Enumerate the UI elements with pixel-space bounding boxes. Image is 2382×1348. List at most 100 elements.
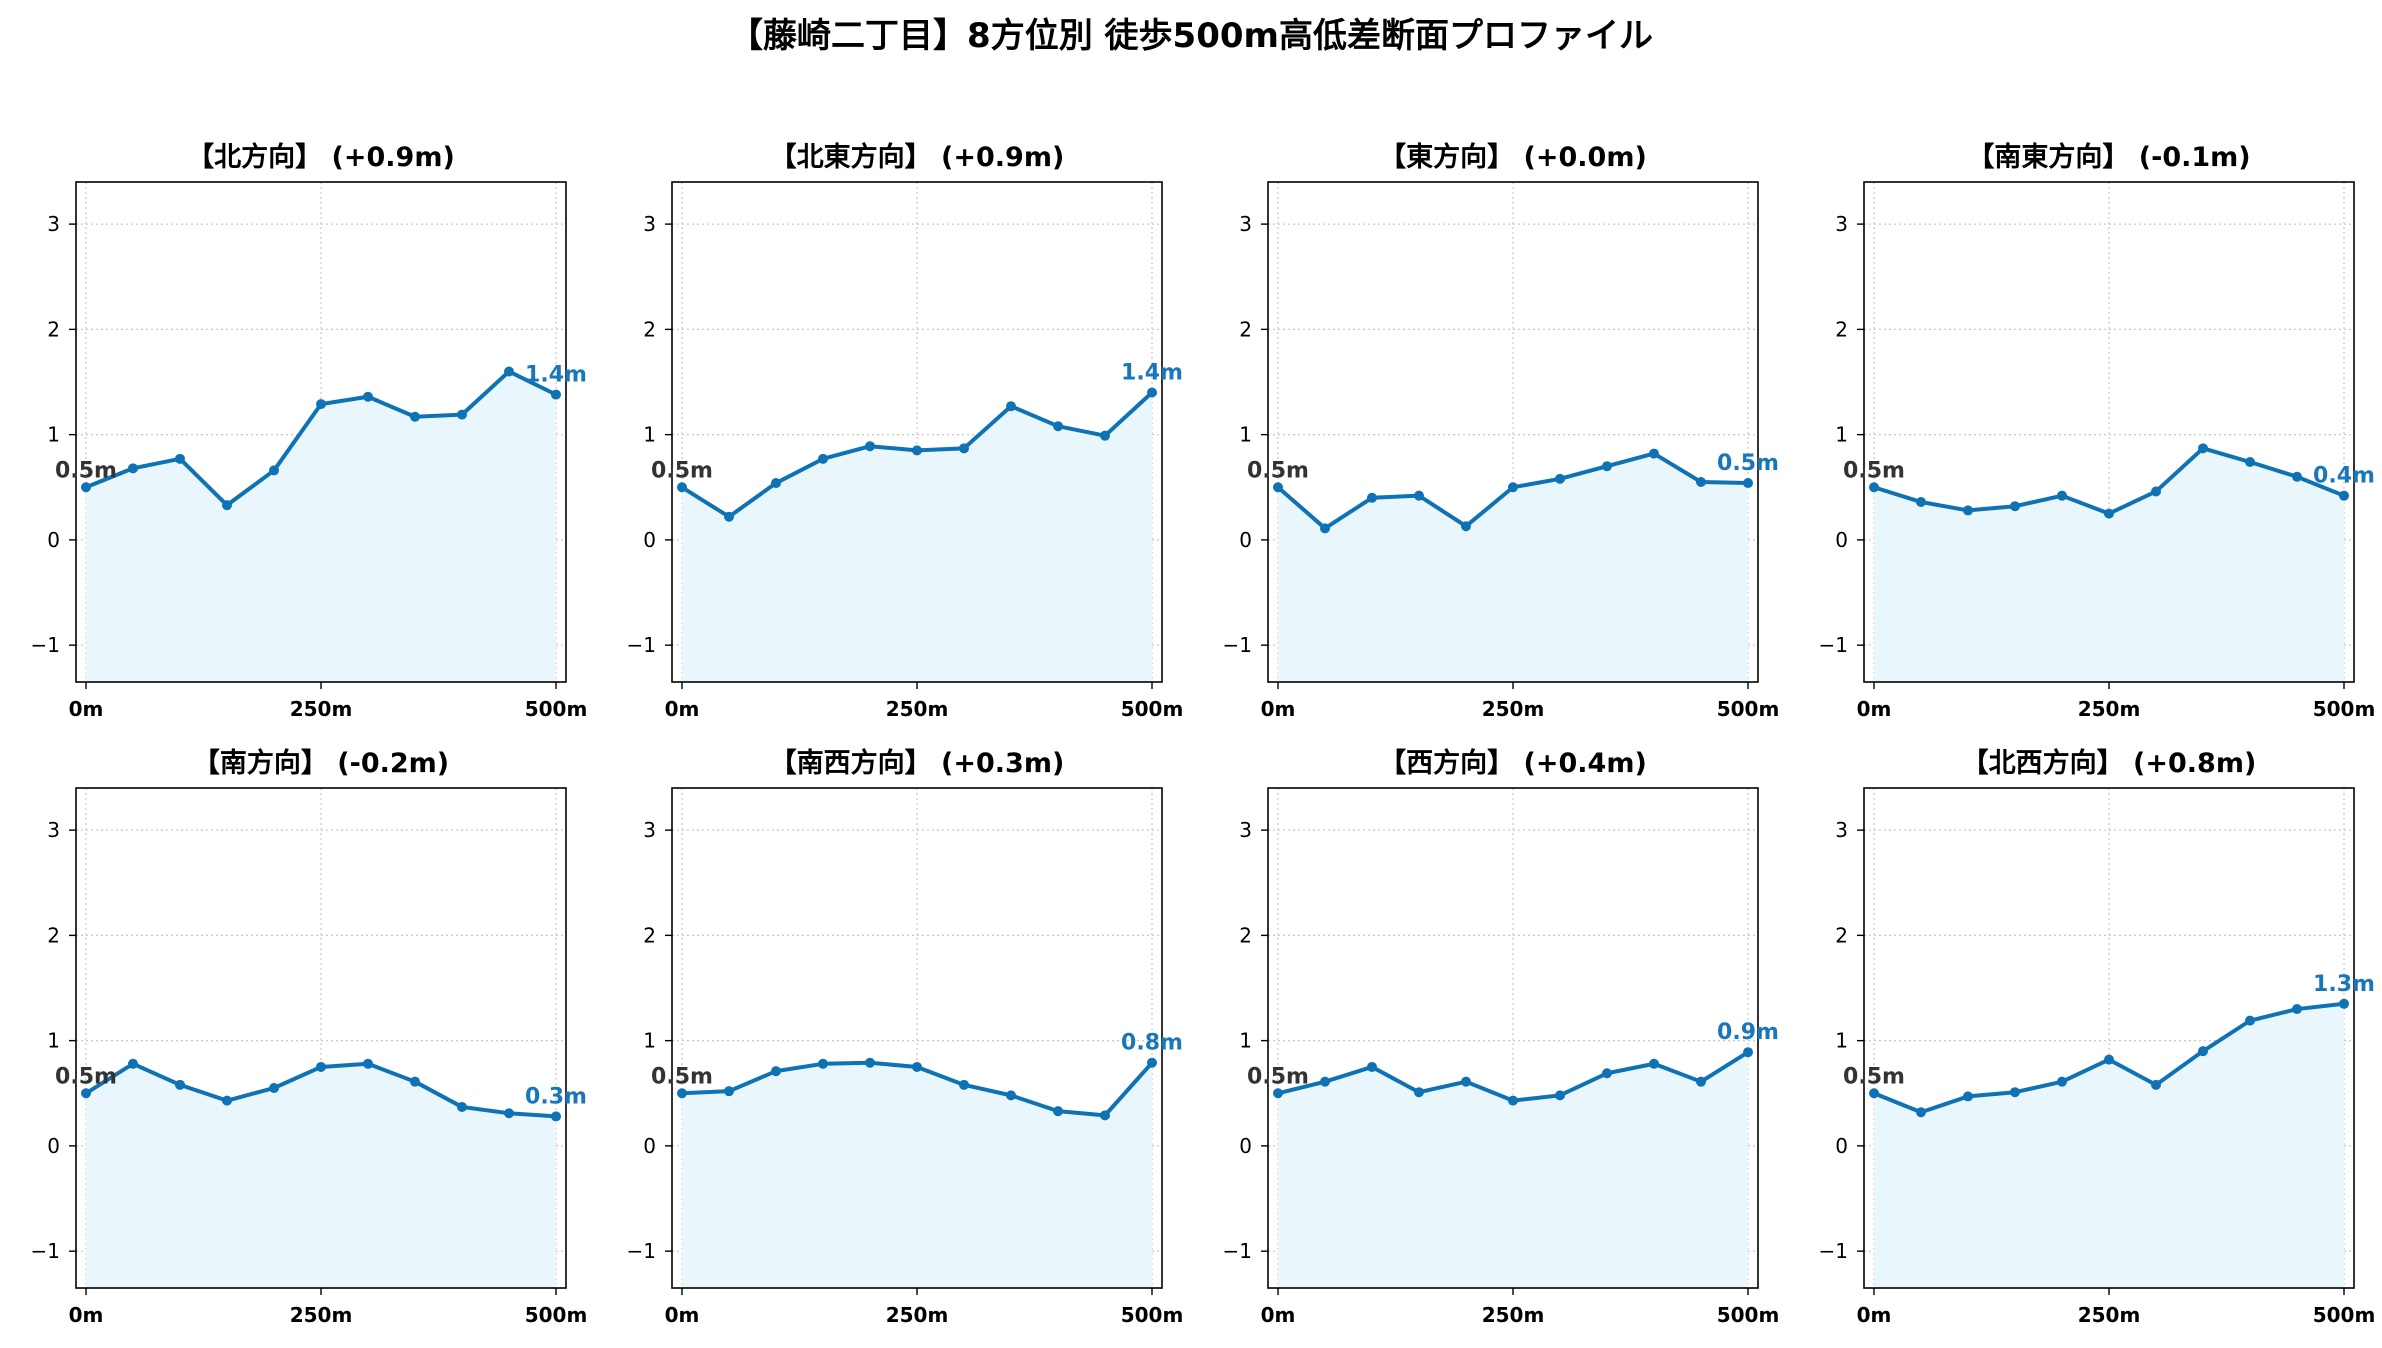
x-tick-label: 0m (1857, 697, 1892, 721)
y-tick-label: 0 (47, 1134, 60, 1158)
data-point (2339, 998, 2349, 1009)
data-point (128, 463, 138, 474)
data-point (457, 1101, 467, 1112)
data-point (1100, 1110, 1110, 1121)
data-point (1508, 1095, 1518, 1106)
panel-title: 【南西方向】 (+0.3m) (770, 747, 1065, 779)
x-tick-label: 250m (2078, 1303, 2141, 1327)
x-tick-label: 0m (665, 1303, 700, 1327)
x-tick-label: 250m (290, 697, 353, 721)
y-tick-label: 2 (47, 923, 60, 947)
profile-panel: −1 0 1 2 3 0m 250m 500m 【北東方向】 (+0.9m) 0.5m 1.4m (612, 122, 1184, 722)
profile-chart: −1 0 1 2 3 0m 250m 500m 【西方向】 (+0.4m) 0.5m 0.9m (1223, 747, 1780, 1327)
area-fill (86, 1063, 556, 1288)
data-point (1367, 1061, 1377, 1072)
y-tick-label: 1 (643, 423, 656, 447)
y-tick-label: 0 (643, 1134, 656, 1158)
data-point (128, 1058, 138, 1069)
plot-area: −1 0 1 2 3 0m 250m 500m 【北東方向】 (+0.9m) 0.5m 1.4m (627, 141, 1184, 721)
data-point (2151, 1079, 2161, 1090)
profile-panel: −1 0 1 2 3 0m 250m 500m 【南西方向】 (+0.3m) 0.5m 0.8m (612, 728, 1184, 1328)
y-tick-label: −1 (31, 1239, 60, 1263)
y-tick-label: 2 (1835, 317, 1848, 341)
y-tick-label: −1 (627, 1239, 656, 1263)
x-tick-label: 500m (2313, 697, 2376, 721)
x-tick-label: 500m (525, 1303, 588, 1327)
plot-area: −1 0 1 2 3 0m 250m 500m 【西方向】 (+0.4m) 0.5m 0.9m (1223, 747, 1780, 1327)
data-point (175, 453, 185, 464)
y-tick-label: 1 (1239, 423, 1252, 447)
x-tick-label: 500m (2313, 1303, 2376, 1327)
y-tick-label: −1 (1223, 633, 1252, 657)
start-label: 0.5m (1247, 458, 1309, 483)
panel-title: 【北方向】 (+0.9m) (187, 141, 455, 173)
y-tick-label: 0 (47, 528, 60, 552)
y-tick-label: 0 (1239, 528, 1252, 552)
panel-title: 【北西方向】 (+0.8m) (1962, 747, 2257, 779)
profile-chart: −1 0 1 2 3 0m 250m 500m 【北方向】 (+0.9m) 0.5m 1.4m (31, 141, 588, 721)
data-point (2292, 471, 2302, 482)
x-tick-label: 250m (1482, 697, 1545, 721)
plot-area: −1 0 1 2 3 0m 250m 500m 【南東方向】 (-0.1m) 0.5m 0.4m (1819, 141, 2376, 721)
x-tick-label: 250m (886, 697, 949, 721)
data-point (959, 1079, 969, 1090)
data-point (1461, 1076, 1471, 1087)
end-label: 0.4m (2313, 464, 2375, 489)
x-tick-label: 0m (69, 697, 104, 721)
y-tick-label: 1 (1835, 1029, 1848, 1053)
start-label: 0.5m (651, 458, 713, 483)
data-point (1100, 430, 1110, 441)
area-fill (1874, 1003, 2344, 1288)
profile-chart: −1 0 1 2 3 0m 250m 500m 【東方向】 (+0.0m) 0.5m 0.5m (1223, 141, 1780, 721)
profile-panel: −1 0 1 2 3 0m 250m 500m 【西方向】 (+0.4m) 0.5m 0.9m (1208, 728, 1780, 1328)
y-tick-label: 0 (643, 528, 656, 552)
start-label: 0.5m (55, 458, 117, 483)
data-point (2339, 490, 2349, 501)
data-point (1461, 521, 1471, 532)
end-label: 0.3m (525, 1084, 587, 1109)
y-tick-label: −1 (31, 633, 60, 657)
data-point (1273, 482, 1283, 493)
data-point (1602, 1068, 1612, 1079)
y-tick-label: 0 (1835, 528, 1848, 552)
data-point (457, 409, 467, 420)
data-point (81, 482, 91, 493)
panel-title: 【南方向】 (-0.2m) (193, 747, 449, 779)
profile-panel: −1 0 1 2 3 0m 250m 500m 【南方向】 (-0.2m) 0.5m 0.3m (16, 728, 588, 1328)
panel-title: 【南東方向】 (-0.1m) (1967, 141, 2250, 173)
y-tick-label: −1 (1819, 633, 1848, 657)
start-label: 0.5m (1247, 1064, 1309, 1089)
x-tick-label: 0m (1857, 1303, 1892, 1327)
data-point (269, 1083, 279, 1093)
data-point (504, 1108, 514, 1119)
x-tick-label: 250m (290, 1303, 353, 1327)
data-point (1963, 505, 1973, 516)
end-label: 1.4m (525, 363, 587, 388)
end-label: 0.8m (1121, 1031, 1183, 1056)
x-tick-label: 500m (525, 697, 588, 721)
y-tick-label: 3 (1239, 818, 1252, 842)
start-label: 0.5m (1843, 1064, 1905, 1089)
x-tick-label: 500m (1717, 1303, 1780, 1327)
data-point (1963, 1091, 1973, 1102)
data-point (771, 1066, 781, 1077)
data-point (1602, 461, 1612, 472)
plot-area: −1 0 1 2 3 0m 250m 500m 【南方向】 (-0.2m) 0.5m 0.3m (31, 747, 588, 1327)
profile-panel: −1 0 1 2 3 0m 250m 500m 【北西方向】 (+0.8m) 0.5m 1.3m (1804, 728, 2376, 1328)
data-point (2104, 508, 2114, 519)
data-point (1320, 523, 1330, 534)
data-point (865, 1057, 875, 1068)
x-tick-label: 250m (886, 1303, 949, 1327)
data-point (1508, 482, 1518, 493)
y-tick-label: 3 (1239, 212, 1252, 236)
data-point (2245, 1015, 2255, 1026)
main-title: 【藤崎二丁目】8方位別 徒歩500m高低差断面プロファイル (729, 16, 1653, 56)
data-point (1696, 1076, 1706, 1087)
data-point (551, 1111, 561, 1122)
data-point (175, 1079, 185, 1090)
y-tick-label: 3 (47, 212, 60, 236)
y-tick-label: 2 (1239, 923, 1252, 947)
y-tick-label: 0 (1835, 1134, 1848, 1158)
profile-chart: −1 0 1 2 3 0m 250m 500m 【南方向】 (-0.2m) 0.5m 0.3m (31, 747, 588, 1327)
profile-chart: −1 0 1 2 3 0m 250m 500m 【南西方向】 (+0.3m) 0.5m 0.8m (627, 747, 1184, 1327)
